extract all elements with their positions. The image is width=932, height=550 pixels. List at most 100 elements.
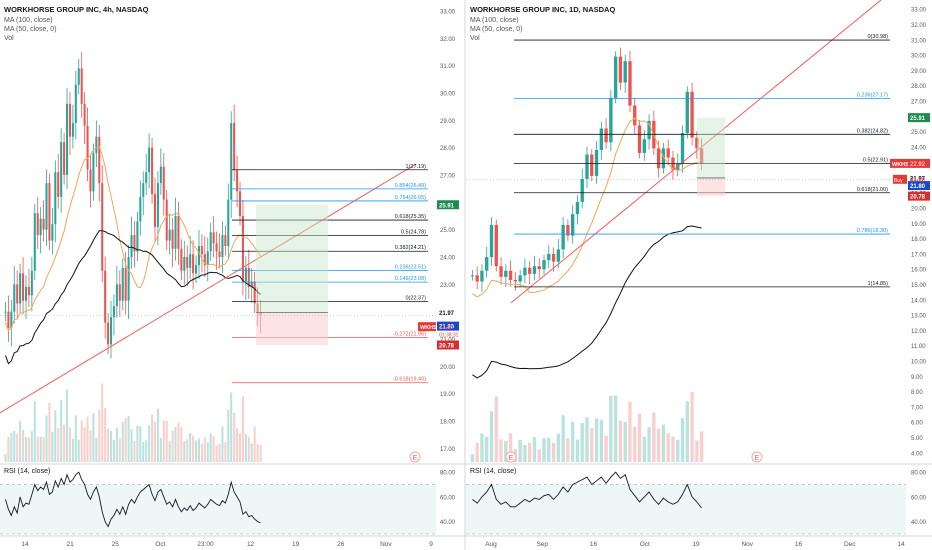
right-earnings-marker-2[interactable]: E [751,451,763,463]
time-tick-label: 19 [292,541,300,548]
candle-body [470,275,475,277]
left-panel-header: WORKHORSE GROUP INC, 4h, NASDAQ MA (100,… [4,5,149,42]
right-panel-1d[interactable]: 33.0032.0031.0030.0029.0028.0027.0026.00… [466,0,932,548]
wkhs-tag: WKHS [892,162,909,168]
candle-body [212,232,215,244]
svg-text:E: E [509,455,514,462]
price-tick-label: 8.00 [911,390,923,396]
volume-bar [212,436,215,462]
left-panel-vol-label: Vol [4,35,14,42]
candle-body [16,284,19,304]
volume-bar [470,454,475,462]
time-tick-label: Nov [741,541,753,548]
candle-body [206,251,209,266]
rsi-tick-label: 40.00 [440,520,456,526]
volume-bar [159,437,162,462]
volume-bar [206,442,209,462]
volume-bar [51,431,54,462]
candle-body [690,91,694,138]
volume-bar [690,392,694,462]
time-axis: Aug Sep 16 Oct 19 Nov 16 Dec 14 [466,535,932,548]
volume-bar [528,442,532,462]
candle-body [63,142,66,175]
price-tick-label: 17.00 [440,447,456,453]
volume-bar [200,443,203,462]
candle-body [24,287,28,301]
candle-body [74,84,77,124]
volume-bar [571,421,575,462]
svg-text:E: E [755,455,760,462]
candle-body [200,246,203,255]
trendline [510,0,882,304]
candle-body [575,201,580,215]
price-tick-label: 25.00 [440,228,456,234]
price-tick-label: 19.00 [911,222,927,228]
candle-body [504,270,508,277]
volume-bars [470,392,704,462]
candle-body [183,256,186,271]
price-tick-label: 24.00 [911,145,927,151]
candle-body [580,178,584,202]
volume-bar [104,408,107,462]
ma-price-tag: 21.80 [910,184,926,190]
volume-bar [98,409,101,462]
fib-label: 0.5(24.78) [401,230,426,236]
volume-bar [13,431,16,462]
right-earnings-marker-1[interactable]: E [505,451,517,463]
target-price-tag: 25.91 [910,116,926,122]
candle-body [71,123,74,137]
candle-body [159,166,162,184]
volume-bar [33,400,36,462]
fib-label: 0(30.98) [868,34,889,40]
volume-bar [590,427,594,462]
candle-body [171,229,174,249]
ma-50-line [5,145,261,332]
volume-bar [109,431,113,462]
candle-body [80,68,83,104]
volume-bar [57,428,60,462]
candle-body [218,251,221,257]
candle-body [98,136,101,184]
volume-bar [656,428,661,462]
volume-bar [22,430,25,462]
candle-body [197,246,200,266]
volume-bar [10,432,13,462]
candle-body [656,148,661,169]
candle-body [523,267,527,276]
price-tick-label: 30.00 [911,54,927,60]
candle-body [115,284,118,307]
volume-bar [695,440,699,462]
time-tick-label: Nov [380,541,392,548]
left-earnings-marker[interactable]: E [409,451,421,463]
price-tick-label: 21.00 [440,337,456,343]
volume-bar [537,449,541,462]
volume-bar [145,440,148,462]
fib-label: 0.786(18.30) [857,228,888,234]
candle-body [153,194,157,227]
volume-bar [671,436,675,462]
volume-bar [523,445,527,462]
volume-bar [489,411,494,462]
left-panel-4h[interactable]: 33.0032.0031.0030.0029.0028.0027.0026.00… [0,9,466,548]
candle-body [647,120,651,140]
fib-label: 0.382(24.21) [395,245,426,251]
volume-bar [36,436,39,462]
volume-bar [218,443,221,462]
candle-body [475,275,479,282]
volume-bar [247,436,250,462]
candle-body [127,256,130,301]
price-tick-label: 20.00 [440,365,456,371]
right-panel-header: WORKHORSE GROUP INC, 1D, NASDAQ MA (100,… [470,5,615,42]
volume-bar [77,439,80,462]
volume-bar [475,442,479,462]
volume-bar [4,454,7,462]
volume-bar [42,437,45,462]
candle-body [494,224,498,267]
time-tick-label: 14 [897,541,905,548]
candle-body [4,311,7,313]
wkhs-countdown: 01:38:31 [439,333,459,339]
candle-body [33,213,36,271]
